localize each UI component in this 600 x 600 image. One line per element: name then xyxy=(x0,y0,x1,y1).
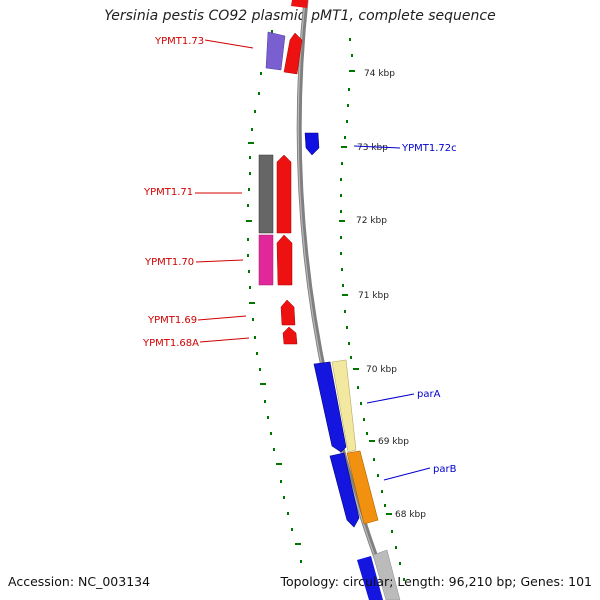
scale-labels: 74 kbp 73 kbp 72 kbp 71 kbp 70 kbp 69 kb… xyxy=(356,69,426,520)
inner-tick-ring xyxy=(246,30,302,563)
gene-parb-orange xyxy=(346,450,379,525)
scale-tick-label: 72 kbp xyxy=(356,216,387,226)
gene-label: YPMT1.68A xyxy=(142,338,199,349)
scale-tick-label: 74 kbp xyxy=(364,69,395,79)
gene-ypmt1-73 xyxy=(283,32,303,75)
gene-label: parA xyxy=(417,389,441,400)
gene-bottom-blue xyxy=(357,556,383,600)
map-title: Yersinia pestis CO92 plasmid pMT1, compl… xyxy=(104,8,496,24)
gene-bottom-grey xyxy=(372,549,401,600)
gene-parb xyxy=(329,452,360,528)
gene-top-fragment xyxy=(291,0,308,8)
gene-label: parB xyxy=(433,464,457,475)
gene-para xyxy=(313,361,347,453)
topology-summary: Topology: circular; Length: 96,210 bp; G… xyxy=(280,574,592,589)
forward-genes xyxy=(258,0,308,345)
gene-ypmt1-73-purple xyxy=(265,31,286,71)
gene-ypmt1-71 xyxy=(276,154,292,234)
scale-tick-label: 68 kbp xyxy=(395,510,426,520)
gene-ypmt1-72c xyxy=(304,132,320,156)
gene-label: YPMT1.69 xyxy=(147,315,197,326)
gene-para-yellow xyxy=(331,359,357,453)
gene-ypmt1-70 xyxy=(276,234,293,286)
gene-ypmt1-71-grey xyxy=(258,154,274,234)
gene-label: YPMT1.72c xyxy=(401,143,457,154)
gene-label: YPMT1.70 xyxy=(144,257,194,268)
gene-ypmt1-70-magenta xyxy=(258,234,274,286)
gene-ypmt1-68a xyxy=(282,326,298,345)
scale-tick-label: 69 kbp xyxy=(378,437,409,447)
scale-tick-label: 70 kbp xyxy=(366,365,397,375)
scale-tick-label: 71 kbp xyxy=(358,291,389,301)
outer-tick-ring xyxy=(339,38,405,581)
gene-label: YPMT1.71 xyxy=(143,187,193,198)
gene-leader-lines xyxy=(195,39,431,481)
gene-ypmt1-69 xyxy=(280,299,296,326)
accession-text: Accession: NC_003134 xyxy=(8,574,151,589)
gene-label: YPMT1.73 xyxy=(154,36,204,47)
gene-labels: YPMT1.73 YPMT1.72c YPMT1.71 YPMT1.70 YPM… xyxy=(142,36,457,475)
scale-tick-label: 73 kbp xyxy=(357,143,388,153)
reverse-genes xyxy=(304,132,401,600)
